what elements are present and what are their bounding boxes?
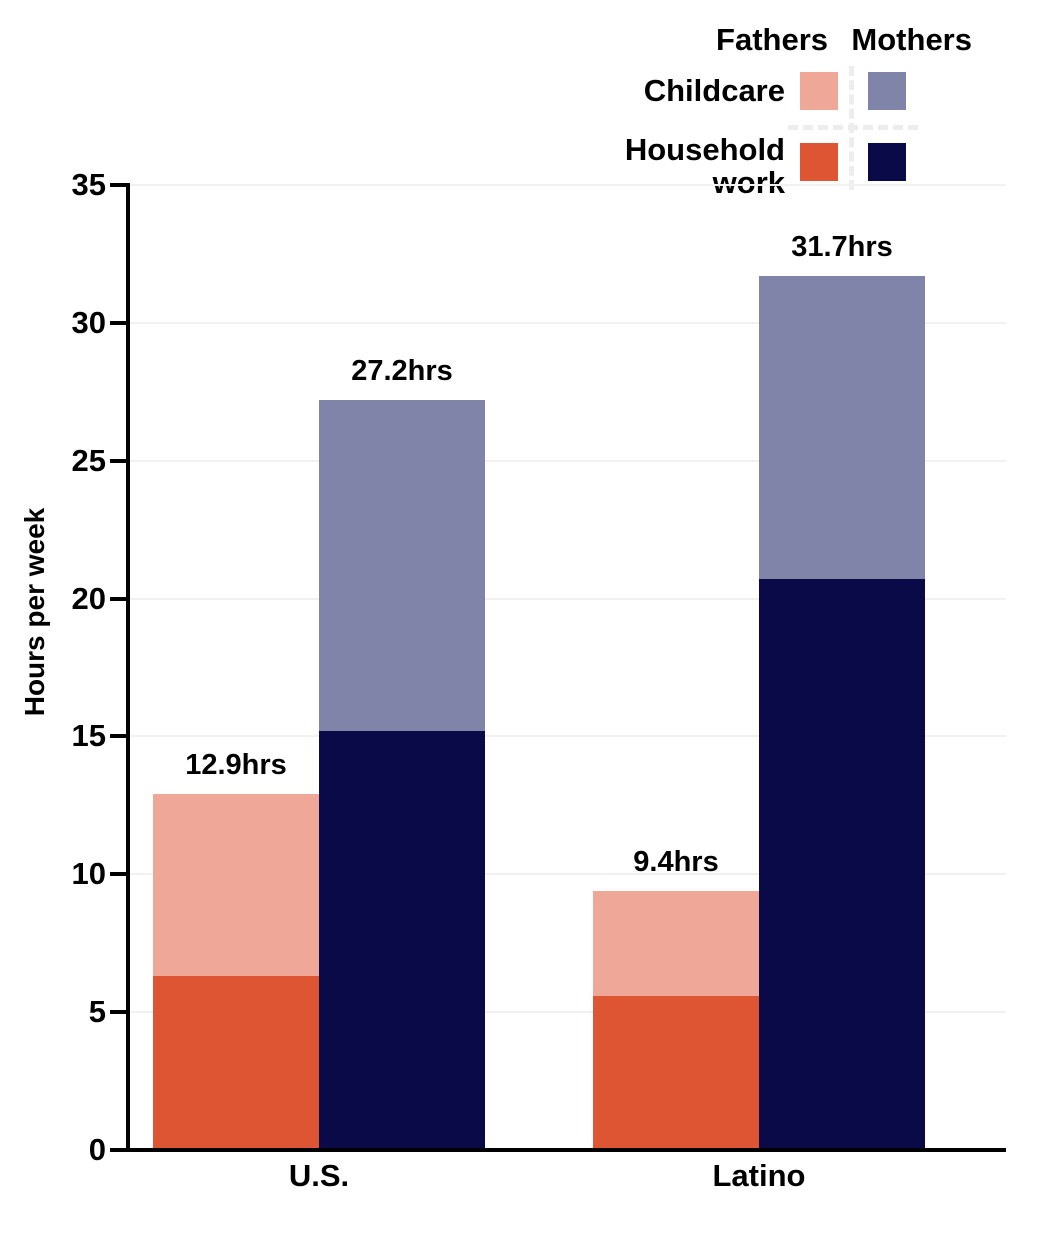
bar-total-label: 27.2hrs (351, 355, 453, 388)
gridline-20 (126, 597, 1006, 600)
legend-swatch-childcare-mothers (868, 72, 906, 110)
y-tick-label-15: 15 (71, 718, 106, 754)
y-tick-label-35: 35 (71, 167, 106, 202)
y-tick-label-20: 20 (71, 580, 106, 616)
bar-total-label: 12.9hrs (185, 749, 287, 782)
legend-swatch-household-fathers (800, 143, 838, 181)
bar-segment-household-work-fathers-Latino (593, 995, 759, 1150)
bar-segment-childcare-mothers-Latino (759, 276, 925, 580)
y-tick-mark-30 (110, 320, 126, 325)
y-tick-label-30: 30 (71, 304, 106, 340)
gridline-10 (126, 873, 1006, 876)
legend-divider-horizontal (788, 125, 918, 130)
y-tick-mark-5 (110, 1010, 126, 1015)
legend-col-header-fathers: Fathers (716, 22, 828, 57)
y-tick-label-25: 25 (71, 442, 106, 478)
bar-segment-household-work-mothers-U.S. (319, 730, 485, 1150)
bar-total-label: 31.7hrs (791, 231, 893, 263)
y-tick-mark-25 (110, 458, 126, 463)
x-axis-line (113, 1148, 1006, 1152)
gridline-15 (126, 735, 1006, 738)
legend-row-label-childcare: Childcare (643, 73, 785, 108)
gridline-25 (126, 459, 1006, 462)
bar-segment-household-work-mothers-Latino (759, 579, 925, 1150)
legend-swatch-household-mothers (868, 143, 906, 181)
y-tick-mark-15 (110, 734, 126, 739)
bar-segment-household-work-fathers-U.S. (153, 976, 319, 1150)
bar-segment-childcare-fathers-U.S. (153, 794, 319, 977)
bar-total-label: 9.4hrs (633, 845, 719, 878)
y-tick-label-0: 0 (88, 1132, 106, 1167)
plot-area: 12.9hrs 27.2hrs 9.4hrs 31.7hrs (126, 184, 1006, 1150)
gridline-5 (126, 1011, 1006, 1014)
legend-swatch-childcare-fathers (800, 72, 838, 110)
legend-row-label-household-work: Household work (624, 132, 785, 200)
x-axis-label-latino: Latino (712, 1158, 806, 1193)
y-tick-mark-0 (110, 1148, 126, 1152)
y-tick-mark-20 (110, 596, 126, 601)
y-tick-label-10: 10 (71, 856, 106, 892)
gridline-35 (126, 184, 1006, 186)
y-tick-mark-10 (110, 872, 126, 877)
y-tick-label-5: 5 (88, 994, 106, 1030)
y-tick-mark-35 (110, 183, 126, 187)
bar-segment-childcare-mothers-U.S. (319, 400, 485, 731)
y-axis-line (126, 183, 130, 1152)
bar-segment-childcare-fathers-Latino (593, 890, 759, 996)
legend-col-header-mothers: Mothers (851, 22, 972, 57)
gridline-30 (126, 321, 1006, 324)
x-axis-label-us: U.S. (288, 1158, 350, 1193)
